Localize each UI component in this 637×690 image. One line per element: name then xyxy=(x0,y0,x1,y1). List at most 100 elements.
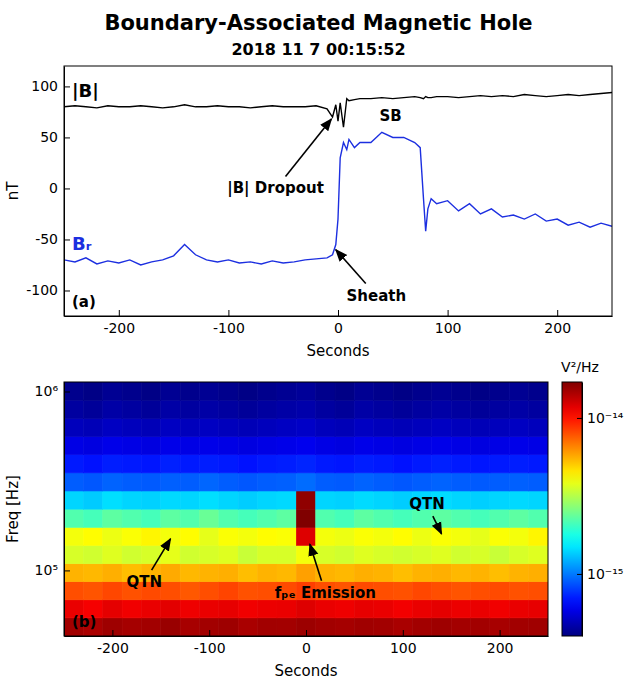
heatmap-cell xyxy=(161,491,180,509)
heatmap-cell xyxy=(393,527,412,545)
heatmap-cell xyxy=(180,545,199,563)
heatmap-cell xyxy=(335,400,354,418)
heatmap-cell xyxy=(64,527,83,545)
x-tick-label: 200 xyxy=(487,640,514,656)
heatmap-cell xyxy=(509,582,528,600)
heatmap-cell xyxy=(258,618,277,636)
heatmap-cell xyxy=(103,545,122,563)
plot-frame xyxy=(64,66,612,316)
heatmap-cell xyxy=(200,509,219,527)
heatmap-cell xyxy=(64,564,83,582)
y-tick-mark xyxy=(64,188,70,189)
heatmap-cell xyxy=(141,618,160,636)
colorbar-tick-mark xyxy=(577,574,582,575)
heatmap-cell xyxy=(471,509,490,527)
heatmap-cell xyxy=(180,564,199,582)
heatmap-cell xyxy=(141,600,160,618)
y-tick: 50 xyxy=(40,129,70,145)
heatmap-cell xyxy=(432,473,451,491)
heatmap-cell xyxy=(103,618,122,636)
heatmap-cell xyxy=(393,564,412,582)
heatmap-cell xyxy=(200,564,219,582)
heatmap-cell xyxy=(490,437,509,455)
heatmap-cell xyxy=(432,400,451,418)
heatmap-cell xyxy=(277,545,296,563)
heatmap-cell xyxy=(412,400,431,418)
heatmap-cell xyxy=(529,491,548,509)
heatmap-cell xyxy=(122,600,141,618)
heatmap-cell xyxy=(141,382,160,400)
x-tick-mark xyxy=(338,310,339,316)
heatmap-cell xyxy=(219,382,238,400)
heatmap-cell xyxy=(335,418,354,436)
heatmap-cell xyxy=(219,618,238,636)
x-axis-title: Seconds xyxy=(274,662,337,680)
series-line xyxy=(64,132,612,265)
heatmap-cell xyxy=(161,527,180,545)
heatmap-cell xyxy=(316,618,335,636)
y-tick-label: -100 xyxy=(26,282,58,298)
heatmap-cell xyxy=(83,509,102,527)
heatmap-cell xyxy=(374,491,393,509)
heatmap-cell xyxy=(277,564,296,582)
heatmap-cell xyxy=(471,382,490,400)
heatmap-cell xyxy=(296,564,315,582)
heatmap-cell xyxy=(296,455,315,473)
x-tick-mark xyxy=(228,310,229,316)
heatmap-cell xyxy=(180,509,199,527)
heatmap-cell xyxy=(296,491,315,509)
heatmap-cell xyxy=(258,527,277,545)
subtitle: 2018 11 7 00:15:52 xyxy=(231,40,405,59)
heatmap-cell xyxy=(258,545,277,563)
heatmap-cell xyxy=(412,527,431,545)
heatmap-cell xyxy=(432,582,451,600)
heatmap-cell xyxy=(412,564,431,582)
heatmap-cell xyxy=(393,400,412,418)
heatmap-cell xyxy=(238,400,257,418)
annotation-arrow xyxy=(433,516,442,534)
heatmap-cell xyxy=(471,564,490,582)
heatmap-cell xyxy=(83,382,102,400)
heatmap-cell xyxy=(258,491,277,509)
x-tick-mark xyxy=(500,630,501,636)
x-tick-mark xyxy=(403,630,404,636)
heatmap-cell xyxy=(103,564,122,582)
heatmap-cell xyxy=(393,545,412,563)
heatmap-cell xyxy=(316,491,335,509)
heatmap-cell xyxy=(141,400,160,418)
heatmap-cell xyxy=(180,418,199,436)
heatmap-cell xyxy=(238,618,257,636)
heatmap-cell xyxy=(103,582,122,600)
annotations: |B|Bᵣ|B| DropoutSheathSB(a) xyxy=(72,80,406,311)
heatmap-cell xyxy=(316,600,335,618)
heatmap-cell xyxy=(258,437,277,455)
x-tick-label: -100 xyxy=(194,640,226,656)
heatmap-cell xyxy=(200,418,219,436)
x-tick: 200 xyxy=(544,310,571,336)
heatmap-cell xyxy=(316,545,335,563)
heatmap-cell xyxy=(529,437,548,455)
heatmap-cell xyxy=(509,564,528,582)
y-tick-mark xyxy=(64,290,70,291)
heatmap-cell xyxy=(64,382,83,400)
heatmap-cell xyxy=(509,418,528,436)
heatmap-cell xyxy=(161,437,180,455)
heatmap-cell xyxy=(316,382,335,400)
heatmap-cell xyxy=(258,455,277,473)
heatmap-cell xyxy=(83,564,102,582)
y-tick-mark xyxy=(64,391,70,392)
annotation-arrow xyxy=(310,544,322,580)
heatmap-cell xyxy=(219,491,238,509)
heatmap-cell xyxy=(277,509,296,527)
heatmap-cell xyxy=(451,400,470,418)
heatmap-cell xyxy=(103,473,122,491)
x-tick-label: 0 xyxy=(302,640,311,656)
heatmap-cell xyxy=(180,491,199,509)
heatmap-cell xyxy=(161,455,180,473)
heatmap-cell xyxy=(354,437,373,455)
heatmap-cell xyxy=(374,509,393,527)
x-tick: 100 xyxy=(435,310,462,336)
heatmap-cell xyxy=(490,600,509,618)
heatmap-cell xyxy=(335,564,354,582)
heatmap-cell xyxy=(490,400,509,418)
